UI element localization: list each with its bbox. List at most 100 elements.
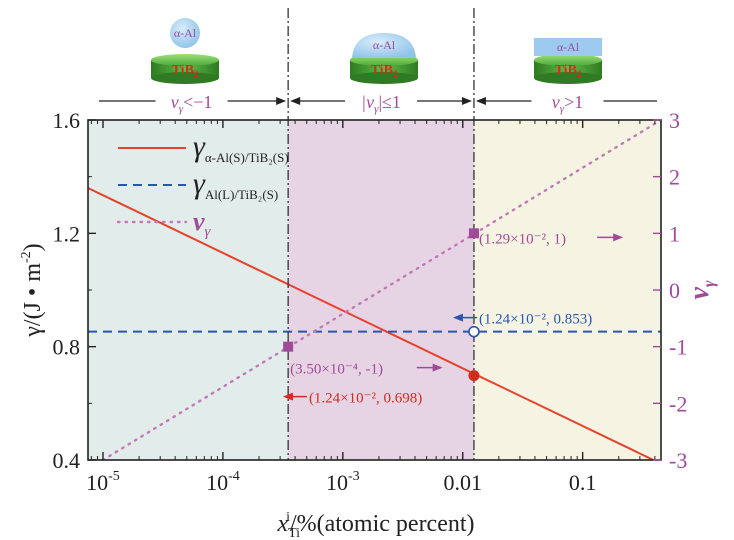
substrate-bottom: [151, 72, 219, 84]
point-label-3: (1.24×10⁻², 0.853): [479, 312, 592, 328]
y-left-tick-label-3: 1.2: [53, 221, 81, 246]
y-axis-label-left-sup: -2: [19, 251, 34, 263]
x-axis-label-sub: Ti: [288, 526, 300, 540]
x-tick-label-base: 0.1: [569, 470, 597, 495]
point-marker-2: [468, 228, 479, 239]
ticks-layer: 10-5 10-4 10-3 0.01 0.10.40.81.21.6 3210-1-2-…: [53, 108, 688, 495]
y-axis-label-left-close: ): [20, 243, 46, 251]
y-axis-label-right: νγ: [684, 280, 718, 299]
y-axis-label-left: γ/(J • m-2): [19, 243, 46, 337]
region-label-2: |νγ|≤1: [361, 92, 401, 115]
x-tick-label-exp: -4: [228, 469, 240, 484]
region-labels: νγ<−1 |νγ|≤1 νγ>1: [99, 92, 657, 115]
substrate-label-sub: 2: [194, 69, 199, 79]
droplet-label: α-Al: [373, 38, 396, 52]
legend-label-main: γ: [193, 130, 206, 163]
point-arrowhead-2: [613, 233, 624, 242]
x-tick-label-base: 0.01: [443, 470, 482, 495]
region-label-sub: γ: [374, 103, 379, 115]
substrate-bottom: [534, 72, 602, 84]
point-label-1: (3.50×10⁻⁴, -1): [290, 362, 383, 378]
region-arrowhead-r-1: [276, 97, 287, 105]
series-line-1: [88, 187, 656, 460]
y-axis-label-right-sub: γ: [701, 280, 718, 287]
legend-label-2: γAl(L)/TiB₂(S): [193, 167, 278, 202]
region-2: [288, 120, 474, 460]
y-axis-label-left-main: γ/(J • m: [20, 263, 46, 338]
legend-label-sub: Al(L)/TiB₂(S): [205, 187, 278, 202]
legend-label-sub: γ: [205, 224, 212, 240]
legend-label-3: νγ: [193, 207, 212, 240]
y-left-tick-label-4: 1.6: [53, 108, 81, 133]
region-label-rest: <−1: [183, 92, 212, 112]
substrate-label-main: TiB: [371, 63, 393, 78]
region-label-3: νγ>1: [552, 92, 584, 115]
legend-label-main: ν: [193, 207, 205, 236]
region-arrowhead-l-2: [290, 97, 301, 105]
legend-label-main: γ: [193, 167, 206, 200]
droplet-label: α-Al: [174, 26, 197, 40]
y-right-tick-label-2: 2: [669, 165, 680, 190]
point-marker-3: [468, 325, 480, 338]
substrate-label-sub: 2: [577, 69, 582, 79]
region-label-main: ν: [171, 92, 179, 112]
substrate-label: TiB2: [172, 63, 199, 79]
x-axis-label-sup: i: [286, 510, 290, 525]
region-arrowhead-r-2: [461, 97, 472, 105]
x-axis-label: xTii/%(atomic percent): [276, 510, 474, 540]
point-arrowhead-4: [282, 392, 293, 401]
schematic-1: α-Al TiB2: [151, 18, 219, 84]
x-tick-label-base: 10: [206, 470, 228, 495]
point-marker-1: [283, 341, 294, 352]
x-tick-label-3: 10-3: [326, 469, 360, 495]
x-axis-label-main: x: [276, 511, 288, 537]
droplet-shape: [352, 33, 416, 58]
droplet-shape: [534, 38, 602, 56]
substrate-label-sub: 2: [393, 69, 398, 79]
region-label-main: ν: [552, 92, 560, 112]
y-right-tick-label-1: 3: [669, 108, 680, 133]
droplet-shape: [170, 18, 200, 48]
legend: γα-Al(S)/TiB₂(S)γAl(L)/TiB₂(S)νγ: [116, 130, 289, 240]
region-label-rest: |≤1: [378, 92, 400, 112]
region-label-sub: γ: [560, 103, 565, 115]
substrate-top: [534, 54, 602, 66]
x-tick-label-4: 0.01: [443, 470, 482, 495]
schematic-3: α-Al TiB2: [534, 38, 602, 84]
substrate-top: [151, 54, 219, 66]
point-label-4: (1.24×10⁻², 0.698): [309, 391, 422, 407]
point-arrowhead-1: [432, 363, 443, 372]
schematic-2: α-Al TiB2: [350, 33, 418, 84]
substrate-bottom: [350, 72, 418, 84]
x-axis-label-rest: /%(atomic percent): [290, 511, 475, 537]
region-arrowhead-l-3: [475, 97, 486, 105]
substrate-label: TiB2: [371, 63, 398, 79]
x-tick-label-exp: -3: [348, 469, 360, 484]
x-tick-label-base: 10: [326, 470, 348, 495]
region-label-rest: >1: [564, 92, 583, 112]
substrate-label-main: TiB: [555, 63, 577, 78]
series-layer: [88, 120, 661, 460]
x-tick-label-1: 10-5: [86, 469, 120, 495]
substrate-label-main: TiB: [172, 63, 194, 78]
point-label-2: (1.29×10⁻², 1): [479, 231, 566, 247]
region-label-1: νγ<−1: [171, 92, 213, 115]
points-layer: (3.50×10⁻⁴, -1) (1.29×10⁻², 1) (1.24×10⁻²,…: [282, 228, 624, 407]
x-tick-label-5: 0.1: [569, 470, 597, 495]
droplet-label: α-Al: [557, 40, 580, 54]
region-3: [473, 120, 661, 460]
x-tick-label-exp: -5: [108, 469, 120, 484]
region-1: [88, 120, 289, 460]
background-regions: [88, 120, 661, 460]
point-marker-4: [468, 370, 480, 382]
region-label-main: |ν: [361, 92, 374, 112]
y-right-tick-label-3: 1: [669, 221, 680, 246]
legend-label-1: γα-Al(S)/TiB₂(S): [193, 130, 289, 165]
y-left-tick-label-1: 0.4: [53, 448, 81, 473]
x-tick-label-2: 10-4: [206, 469, 240, 495]
y-right-tick-label-5: -1: [669, 335, 687, 360]
region-label-sub: γ: [179, 103, 184, 115]
y-right-tick-label-6: -2: [669, 391, 687, 416]
